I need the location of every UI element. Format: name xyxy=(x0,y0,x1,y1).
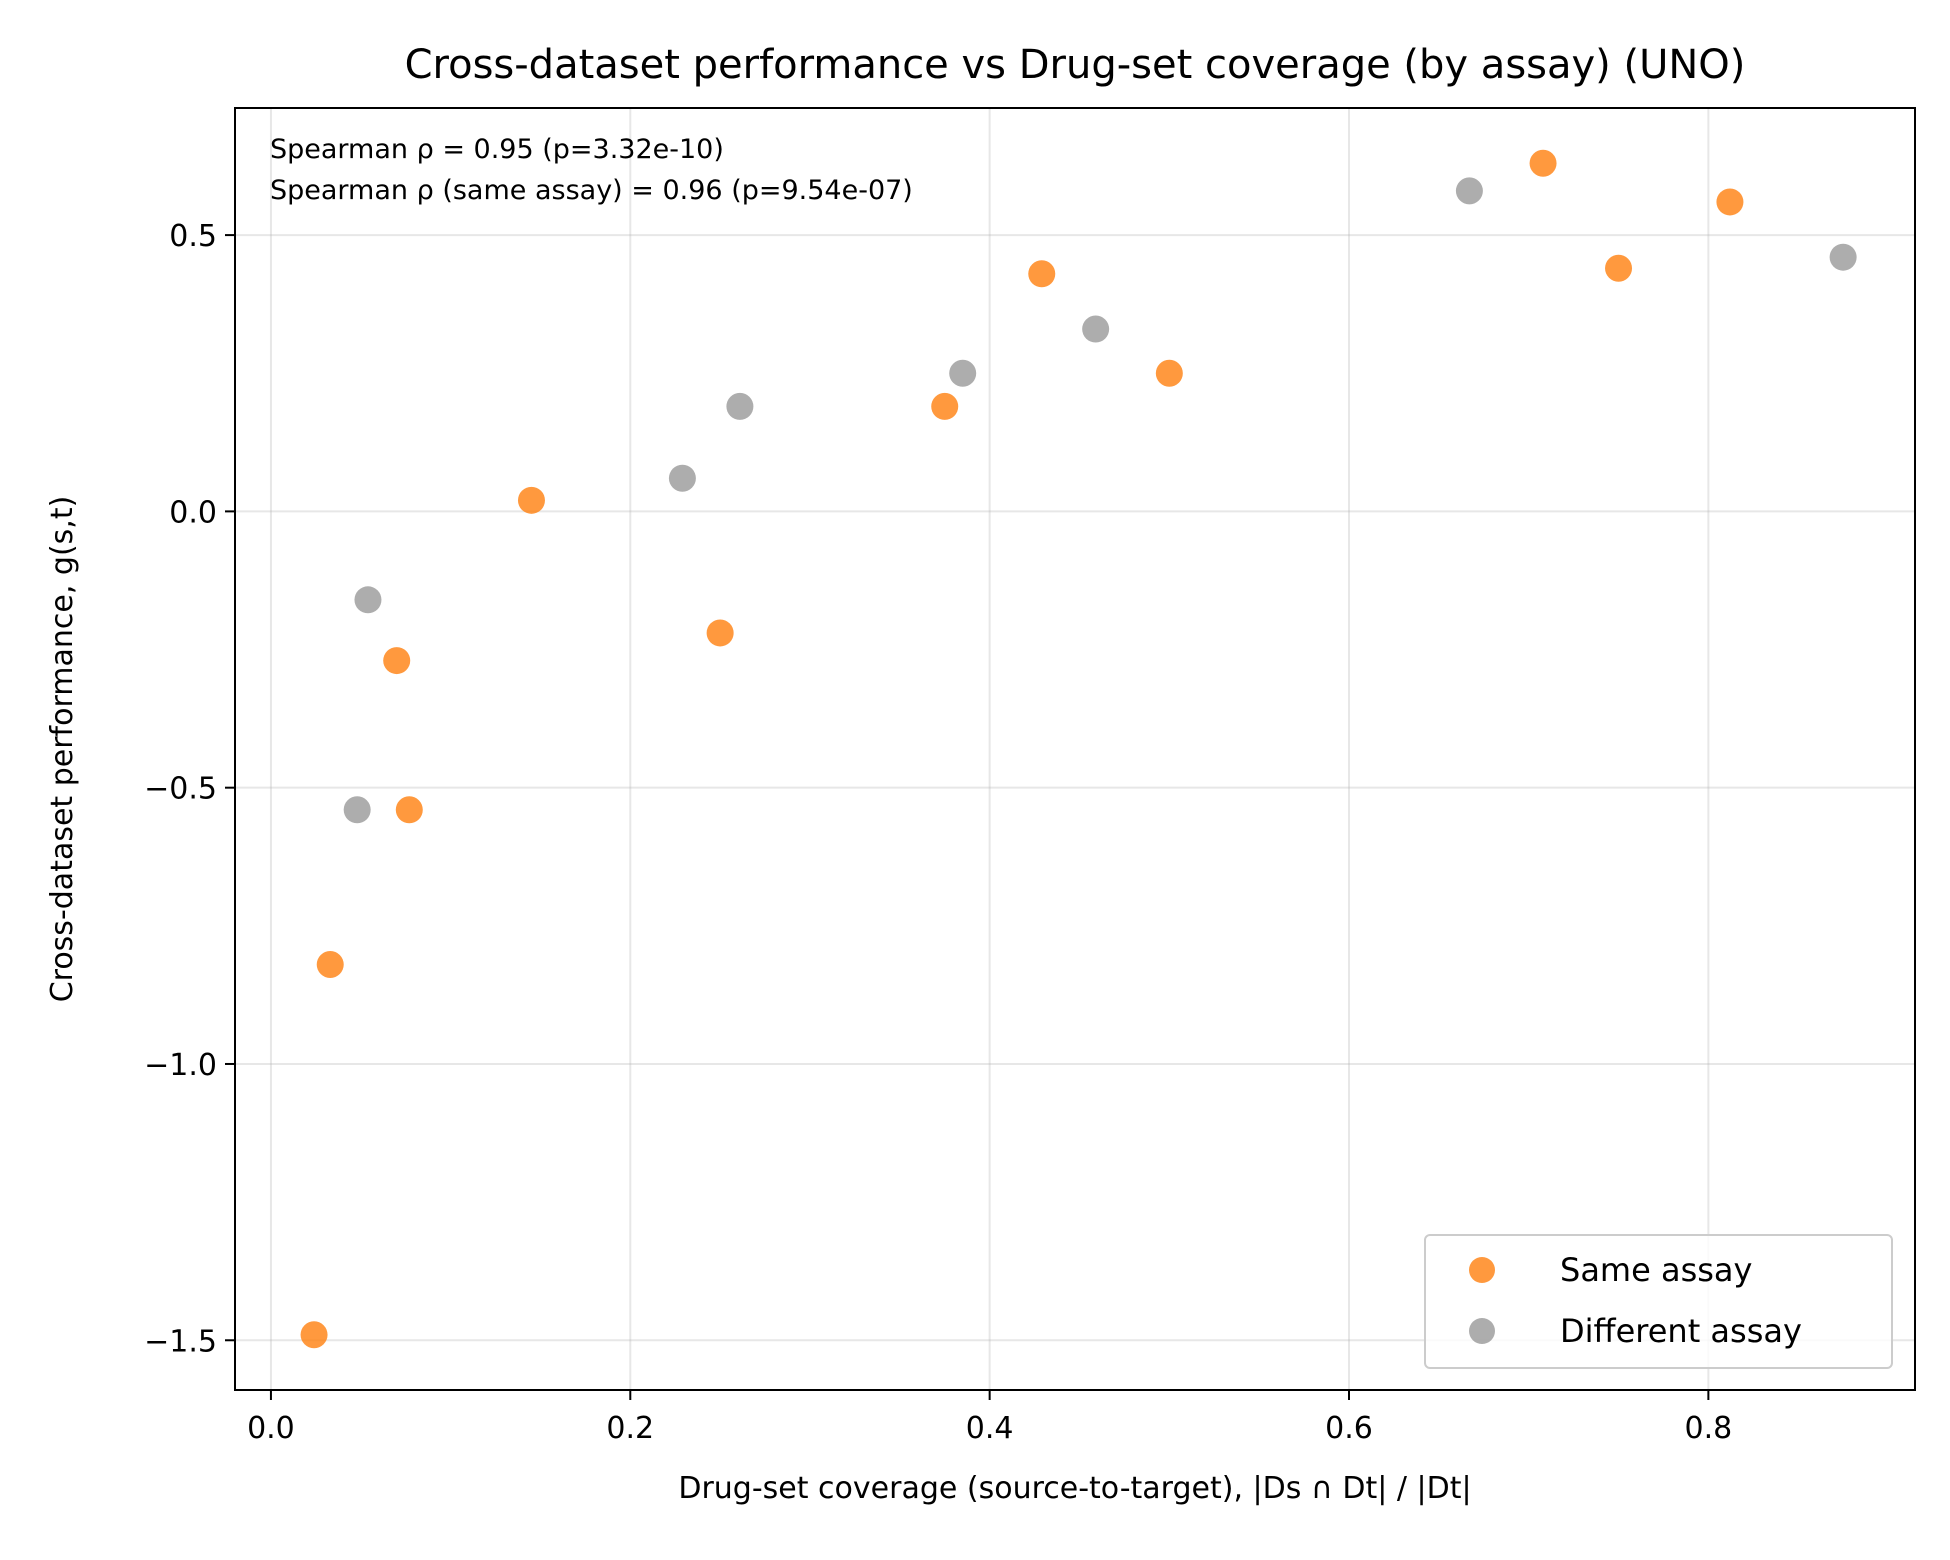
point-different-assay xyxy=(668,464,696,492)
x-tick-label: 0.0 xyxy=(247,1411,295,1446)
x-tick-label: 0.6 xyxy=(1325,1411,1373,1446)
point-same-assay xyxy=(1155,359,1183,387)
chart-title: Cross-dataset performance vs Drug-set co… xyxy=(405,42,1746,88)
x-tick-label: 0.8 xyxy=(1685,1411,1733,1446)
point-different-assay xyxy=(343,796,371,824)
x-axis-label: Drug-set coverage (source-to-target), |D… xyxy=(678,1471,1471,1506)
y-tick-label: −1.0 xyxy=(144,1048,217,1083)
point-same-assay xyxy=(1605,254,1633,282)
x-tick-label: 0.2 xyxy=(606,1411,654,1446)
point-same-assay xyxy=(706,619,734,647)
series-same-assay xyxy=(300,149,1744,1349)
point-different-assay xyxy=(354,586,382,614)
legend-box xyxy=(1424,1234,1893,1369)
y-tick-label: 0.0 xyxy=(169,495,217,530)
point-same-assay xyxy=(517,486,545,514)
point-same-assay xyxy=(316,951,344,979)
point-same-assay xyxy=(931,392,959,420)
point-same-assay xyxy=(1028,260,1056,288)
y-tick-label: −0.5 xyxy=(144,772,217,807)
point-same-assay xyxy=(300,1321,328,1349)
point-same-assay xyxy=(383,647,411,675)
point-same-assay xyxy=(1529,149,1557,177)
axis-ticks: 0.0 0.2 0.4 0.6 0.8 0.5 0.0 −0.5 −1.0 −1.5 xyxy=(144,219,1732,1446)
y-axis-label: Cross-dataset performance, g(s,t) xyxy=(45,496,80,1003)
point-same-assay xyxy=(1716,188,1744,216)
point-different-assay xyxy=(1455,177,1483,205)
legend-marker-same-assay xyxy=(1469,1257,1495,1283)
data-points xyxy=(300,149,1857,1349)
legend-label-same-assay: Same assay xyxy=(1560,1251,1752,1289)
spearman-annotation-all: Spearman ρ = 0.95 (p=3.32e-10) xyxy=(270,134,724,165)
point-different-assay xyxy=(726,392,754,420)
point-different-assay xyxy=(949,359,977,387)
point-same-assay xyxy=(395,796,423,824)
x-tick-label: 0.4 xyxy=(966,1411,1014,1446)
y-tick-label: 0.5 xyxy=(169,219,217,254)
point-different-assay xyxy=(1829,243,1857,271)
y-tick-label: −1.5 xyxy=(144,1324,217,1359)
point-different-assay xyxy=(1082,315,1110,343)
spearman-annotation-same-assay: Spearman ρ (same assay) = 0.96 (p=9.54e-… xyxy=(270,175,913,206)
legend: Same assay Different assay xyxy=(1424,1234,1893,1369)
legend-label-different-assay: Different assay xyxy=(1560,1312,1802,1350)
plot-area-frame xyxy=(234,107,1916,1391)
legend-marker-different-assay xyxy=(1469,1318,1495,1344)
series-different-assay xyxy=(343,177,1857,824)
